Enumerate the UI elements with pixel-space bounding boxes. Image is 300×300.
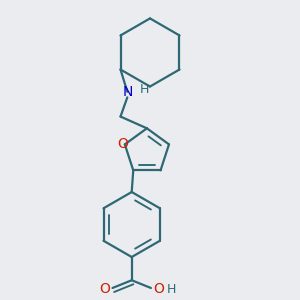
Text: O: O [117, 137, 128, 152]
Text: O: O [154, 282, 164, 296]
Text: H: H [140, 83, 149, 96]
Text: N: N [122, 85, 133, 99]
Text: O: O [100, 282, 110, 296]
Text: H: H [166, 283, 176, 296]
